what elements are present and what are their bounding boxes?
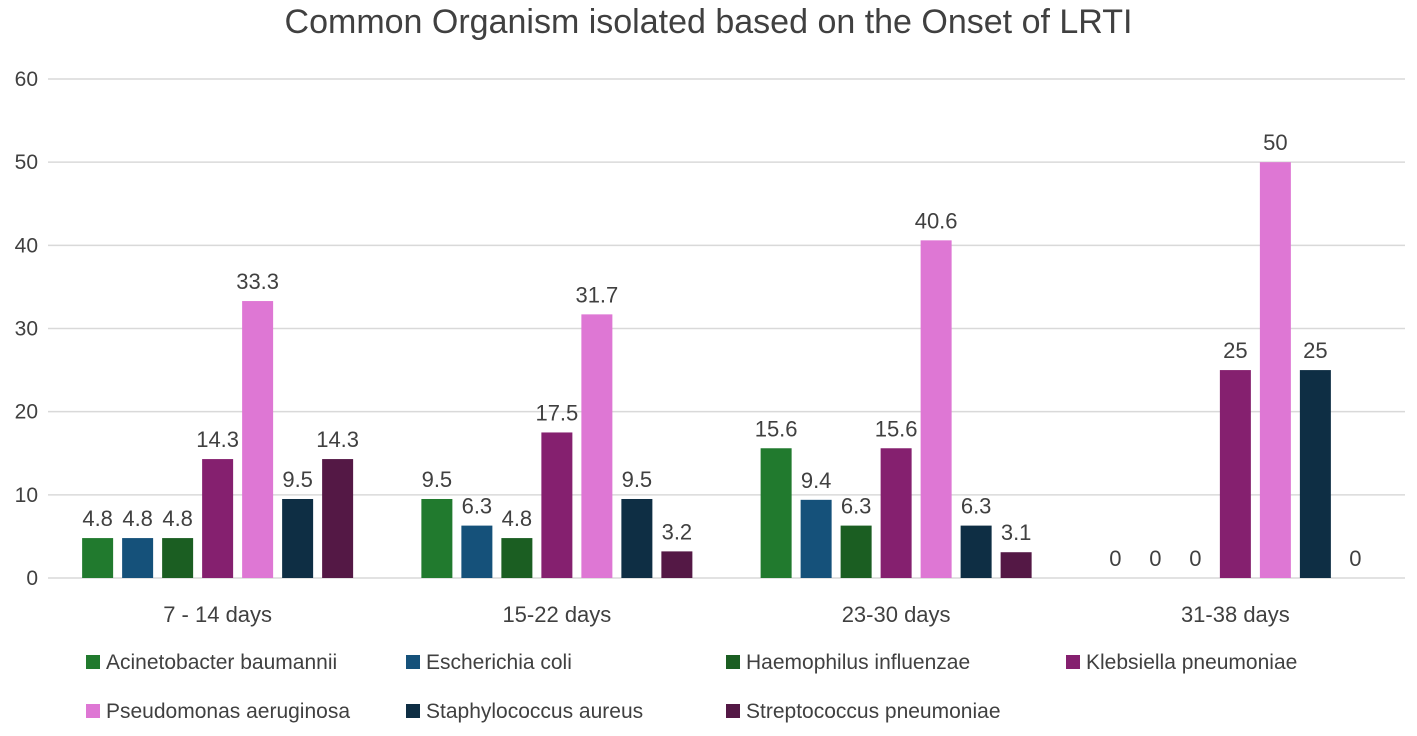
data-label: 6.3: [841, 494, 872, 519]
legend-item: Klebsiella pneumoniae: [1066, 651, 1297, 674]
bar: [461, 525, 493, 578]
data-label: 6.3: [961, 494, 992, 519]
bar: [760, 448, 792, 578]
chart-title: Common Organism isolated based on the On…: [284, 3, 1133, 41]
x-category-label: 15-22 days: [502, 602, 611, 627]
legend-swatch: [1066, 655, 1080, 669]
data-label: 6.3: [462, 494, 493, 519]
y-axis-ticks: 0 10 20 30 40 50 60: [15, 68, 38, 590]
data-label: 25: [1303, 338, 1327, 363]
data-label: 9.5: [422, 467, 453, 492]
legend-label: Streptococcus pneumoniae: [746, 700, 1001, 723]
bar: [661, 551, 693, 578]
legend-swatch: [406, 704, 420, 718]
data-label: 4.8: [162, 506, 193, 531]
data-label: 4.8: [122, 506, 153, 531]
bar: [800, 499, 832, 578]
data-label: 15.6: [875, 416, 918, 441]
bar: [501, 538, 533, 578]
bar: [1299, 370, 1331, 578]
x-category-label: 31-38 days: [1181, 602, 1290, 627]
data-label: 4.8: [82, 506, 113, 531]
data-label: 0: [1109, 546, 1121, 571]
legend-item: Escherichia coli: [406, 651, 572, 674]
legend-swatch: [86, 704, 100, 718]
data-label: 14.3: [316, 427, 359, 452]
bar: [541, 432, 573, 578]
bar: [322, 459, 354, 578]
bar: [960, 525, 992, 578]
bar: [162, 538, 194, 578]
data-label: 9.4: [801, 468, 832, 493]
y-tick-label: 0: [26, 567, 38, 590]
legend-label: Haemophilus influenzae: [746, 651, 970, 674]
bar: [1219, 370, 1251, 578]
legend-swatch: [406, 655, 420, 669]
legend-swatch: [726, 704, 740, 718]
data-label: 0: [1189, 546, 1201, 571]
bar: [282, 498, 314, 578]
bar: [1000, 552, 1032, 578]
bar: [82, 538, 114, 578]
data-label: 3.1: [1001, 520, 1032, 545]
data-label: 17.5: [535, 400, 578, 425]
legend-item: Pseudomonas aeruginosa: [86, 700, 350, 723]
legend-label: Acinetobacter baumannii: [106, 651, 337, 674]
data-label: 33.3: [236, 269, 279, 294]
y-tick-label: 30: [15, 318, 38, 341]
data-label: 3.2: [662, 519, 693, 544]
bar: [1259, 162, 1291, 578]
legend-label: Pseudomonas aeruginosa: [106, 700, 350, 723]
legend-label: Staphylococcus aureus: [426, 700, 643, 723]
bar: [581, 314, 613, 578]
y-tick-label: 10: [15, 484, 38, 507]
data-label: 25: [1223, 338, 1247, 363]
bar: [621, 498, 653, 578]
y-tick-label: 20: [15, 401, 38, 424]
legend-swatch: [726, 655, 740, 669]
legend-item: Staphylococcus aureus: [406, 700, 643, 723]
bar: [920, 240, 952, 579]
legend-item: Haemophilus influenzae: [726, 651, 970, 674]
x-category-label: 7 - 14 days: [163, 602, 272, 627]
y-tick-label: 60: [15, 68, 38, 91]
legend: Acinetobacter baumannii Escherichia coli H…: [86, 651, 1297, 723]
bar: [840, 525, 872, 578]
gridlines: [48, 78, 1405, 579]
data-label: 0: [1349, 546, 1361, 571]
legend-label: Klebsiella pneumoniae: [1086, 651, 1297, 674]
x-category-label: 23-30 days: [842, 602, 951, 627]
data-label: 9.5: [622, 467, 653, 492]
bar: [880, 448, 912, 578]
data-label: 14.3: [196, 427, 239, 452]
bars: [82, 162, 1331, 579]
legend-item: Acinetobacter baumannii: [86, 651, 337, 674]
data-label: 50: [1263, 130, 1287, 155]
data-label: 4.8: [502, 506, 533, 531]
legend-swatch: [86, 655, 100, 669]
y-tick-label: 40: [15, 234, 38, 257]
legend-label: Escherichia coli: [426, 651, 572, 674]
bar: [242, 301, 274, 578]
data-label: 31.7: [575, 282, 618, 307]
bar: [202, 459, 234, 578]
y-tick-label: 50: [15, 151, 38, 174]
data-label: 9.5: [282, 467, 313, 492]
legend-item: Streptococcus pneumoniae: [726, 700, 1001, 723]
bar: [421, 498, 453, 578]
data-label: 0: [1149, 546, 1161, 571]
data-labels: 4.8 4.8 4.814.333.39.514.39.56.3 4.817.531.…: [82, 130, 1361, 571]
x-axis-categories: 7 - 14 days 15-22 days 23-30 days 31-38 day…: [163, 602, 1290, 627]
bar: [122, 538, 154, 578]
data-label: 15.6: [755, 416, 798, 441]
data-label: 40.6: [915, 208, 958, 233]
